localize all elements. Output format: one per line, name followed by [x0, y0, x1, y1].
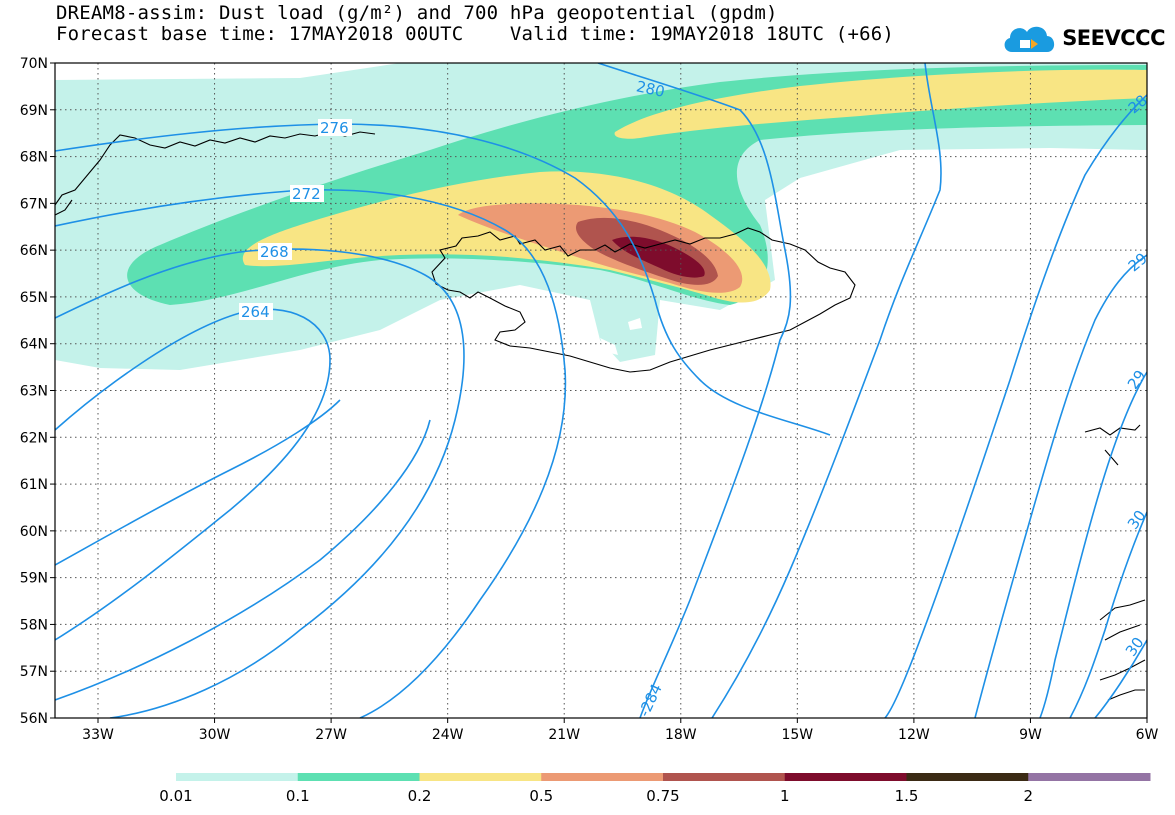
latitude-label: 64N	[20, 337, 48, 353]
latitude-label: 65N	[20, 290, 48, 306]
colorbar-swatch	[906, 773, 1029, 781]
contour-label: 28	[1125, 91, 1151, 117]
colorbar-label: 1.5	[895, 787, 919, 805]
longitude-label: 24W	[432, 727, 464, 743]
colorbar-label: 2	[1023, 787, 1033, 805]
longitude-label: 6W	[1136, 727, 1159, 743]
contour-300	[1069, 511, 1147, 718]
dust-band-0.2	[243, 69, 1147, 303]
latitude-label: 63N	[20, 384, 48, 400]
latitude-label: 57N	[20, 664, 48, 680]
latitude-label: 60N	[20, 524, 48, 540]
coastlines	[55, 131, 1146, 701]
latitude-label: 67N	[20, 196, 48, 212]
colorbar-swatch	[176, 773, 299, 781]
contour-260	[55, 399, 341, 566]
contour-label: 29	[1124, 367, 1150, 393]
contour-label: 264	[241, 303, 270, 321]
latitude-label: 66N	[20, 243, 48, 259]
axis-ticks	[50, 62, 1148, 723]
contour-label: -284	[635, 681, 666, 719]
colorbar-label: 0.1	[286, 787, 310, 805]
longitude-label: 27W	[315, 727, 347, 743]
colorbar-label: 0.5	[529, 787, 553, 805]
longitude-label: 30W	[199, 727, 231, 743]
contour-296	[1039, 371, 1147, 718]
contour-label: 30	[1122, 634, 1148, 660]
colorbar-label: 1	[780, 787, 790, 805]
contour-276	[55, 123, 831, 436]
colorbar-label: 0.2	[408, 787, 432, 805]
cloud-icon	[1004, 26, 1055, 52]
logo-text: SEEVCCC	[1062, 26, 1165, 50]
contour-label: 29	[1125, 249, 1151, 275]
latitude-label: 61N	[20, 477, 48, 493]
geopotential-contours	[55, 63, 1147, 718]
contour-284	[711, 63, 942, 718]
colorbar-swatch	[541, 773, 664, 781]
chart-title: DREAM8-assim: Dust load (g/m²) and 700 h…	[56, 2, 778, 24]
longitude-label: 33W	[82, 727, 114, 743]
longitude-label: 18W	[665, 727, 697, 743]
latitude-label: 70N	[20, 56, 48, 72]
colorbar-swatch	[1028, 773, 1151, 781]
map-plot-area: 276 272 268 264 280 -284 28 29 29 30 30	[55, 63, 1151, 719]
longitude-label: 21W	[548, 727, 580, 743]
chart-subtitle: Forecast base time: 17MAY2018 00UTC Vali…	[56, 23, 895, 45]
iceland-coast	[431, 227, 856, 373]
longitude-labels: 33W 30W 27W 24W 21W 18W 15W 12W 9W 6W	[82, 727, 1158, 743]
latitude-label: 58N	[20, 617, 48, 633]
longitude-label: 12W	[898, 727, 930, 743]
contour-280	[597, 63, 792, 718]
contour-label: 272	[292, 185, 321, 203]
latitude-labels: 70N 69N 68N 67N 66N 65N 64N 63N 62N 61N 60N 59N 58N 5…	[20, 56, 48, 727]
contour-288	[884, 94, 1147, 718]
contour-292	[974, 254, 1147, 718]
colorbar-label: 0.01	[159, 787, 192, 805]
latitude-label: 59N	[20, 571, 48, 587]
longitude-label: 15W	[781, 727, 813, 743]
graticule	[55, 63, 1147, 718]
contour-272	[55, 189, 567, 718]
colorbar-swatch	[419, 773, 542, 781]
contour-264	[55, 308, 331, 641]
colorbar-swatch	[663, 773, 786, 781]
latitude-label: 56N	[20, 711, 48, 727]
contour-labels: 276 272 268 264 280 -284 28 29 29 30 30	[239, 77, 1151, 719]
contour-label: 268	[260, 243, 289, 261]
colorbar-swatch	[297, 773, 420, 781]
faroe-shetland-coast	[1084, 424, 1146, 701]
longitude-label: 9W	[1019, 727, 1042, 743]
contour-label: 276	[320, 119, 349, 137]
contour-label: 30	[1124, 507, 1150, 533]
colorbar: 0.01 0.1 0.2 0.5 0.75 1 1.5 2	[159, 773, 1151, 805]
colorbar-swatch	[784, 773, 907, 781]
dust-load-fields	[55, 63, 1147, 370]
contour-label: 280	[635, 77, 667, 101]
greenland-coast	[55, 131, 376, 206]
seevccc-logo: SEEVCCC	[1000, 18, 1165, 58]
colorbar-label: 0.75	[646, 787, 679, 805]
latitude-label: 68N	[20, 150, 48, 166]
contour-268	[55, 248, 465, 718]
latitude-label: 62N	[20, 430, 48, 446]
latitude-label: 69N	[20, 103, 48, 119]
